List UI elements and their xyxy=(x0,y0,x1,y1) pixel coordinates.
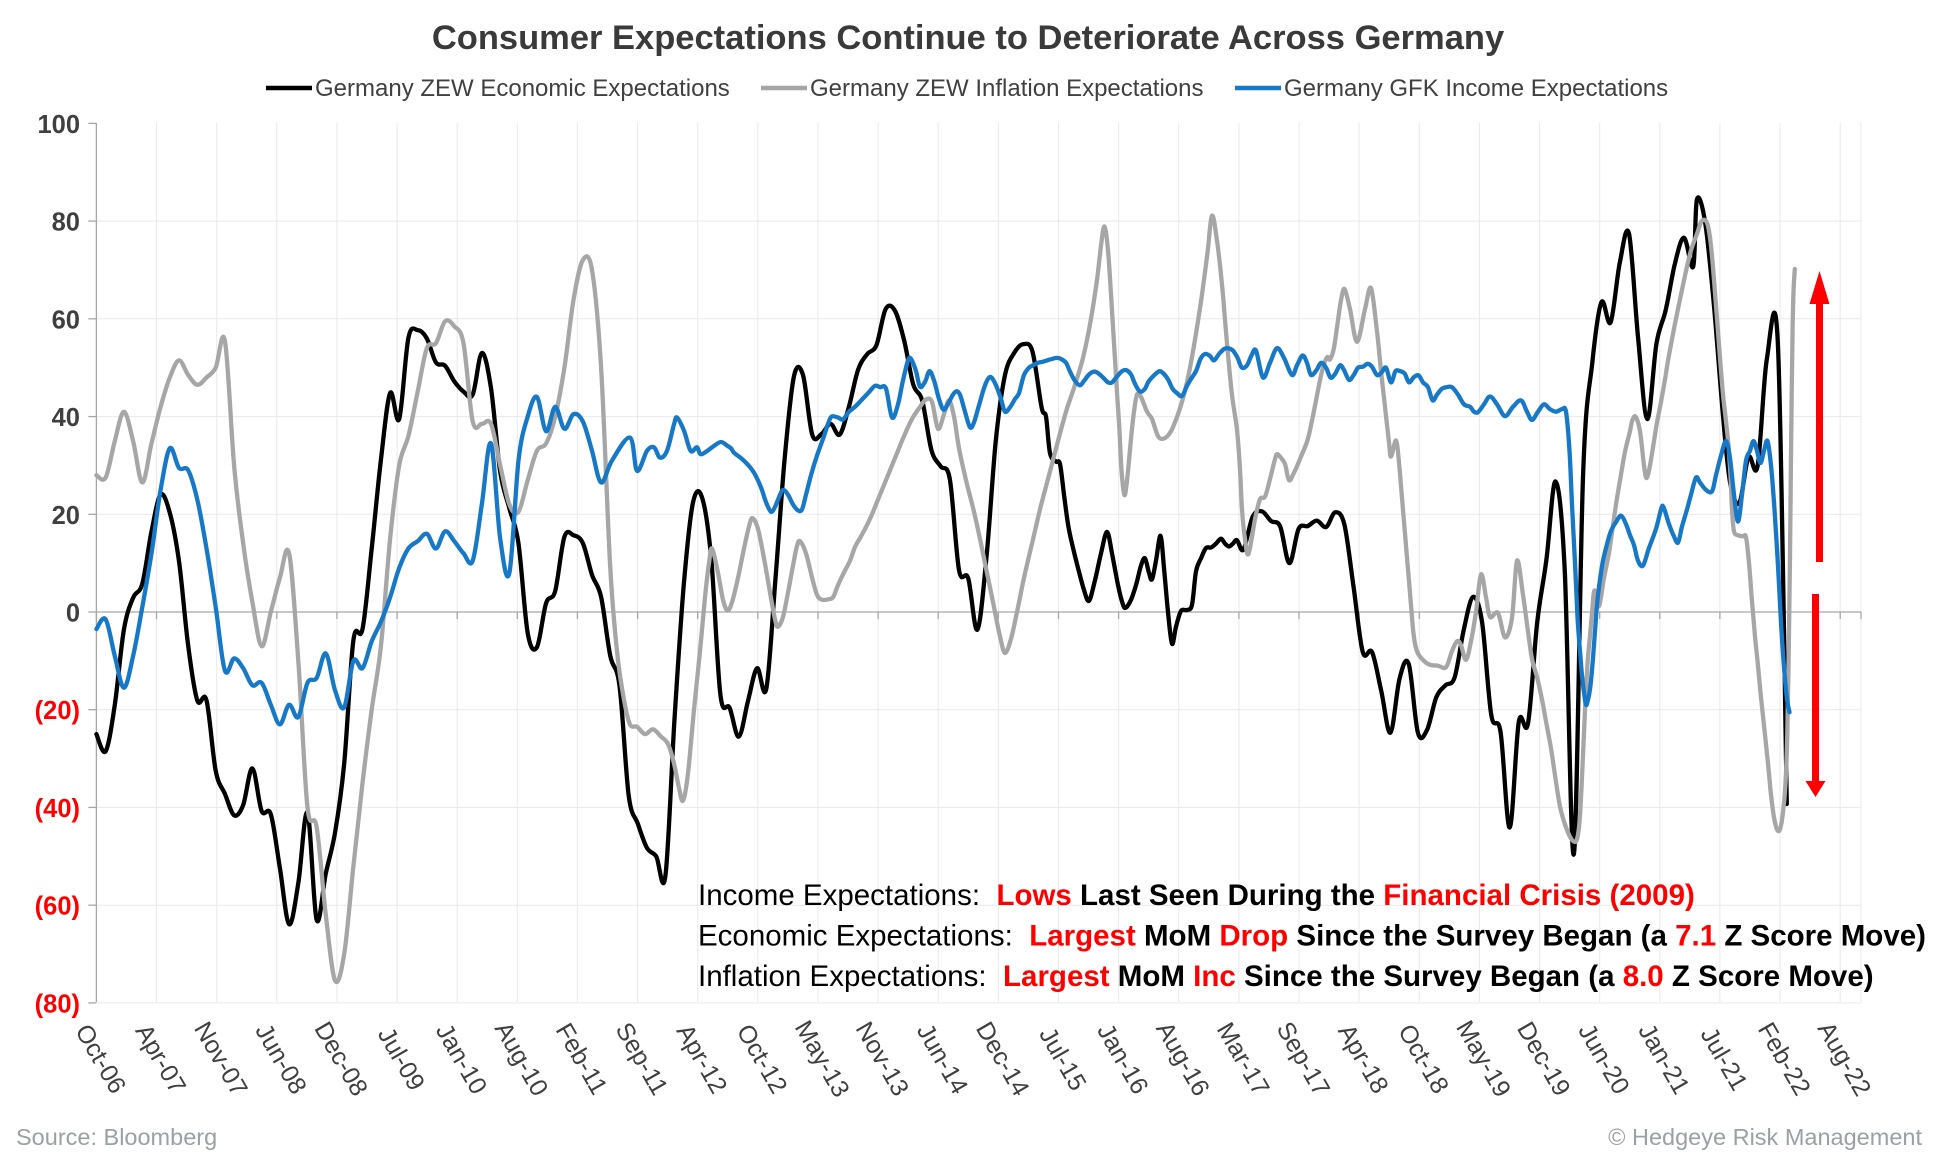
svg-text:(20): (20) xyxy=(35,697,80,725)
svg-text:40: 40 xyxy=(52,404,80,432)
svg-text:Income Expectations: Lows Las: Income Expectations: Lows Last Seen Duri… xyxy=(698,879,1695,912)
svg-text:Economic Expectations: Larges: Economic Expectations: Largest MoM Drop … xyxy=(698,920,1926,953)
svg-text:Consumer Expectations Continue: Consumer Expectations Continue to Deteri… xyxy=(432,19,1504,57)
svg-text:(60): (60) xyxy=(35,893,80,921)
svg-text:60: 60 xyxy=(52,306,80,334)
svg-text:100: 100 xyxy=(37,111,80,139)
svg-text:(40): (40) xyxy=(35,795,80,823)
svg-text:Source: Bloomberg: Source: Bloomberg xyxy=(16,1124,217,1150)
svg-text:(80): (80) xyxy=(35,990,80,1018)
svg-text:© Hedgeye Risk Management: © Hedgeye Risk Management xyxy=(1608,1124,1922,1150)
svg-text:Germany ZEW Inflation Expectat: Germany ZEW Inflation Expectations xyxy=(810,75,1204,102)
svg-text:20: 20 xyxy=(52,502,80,530)
svg-text:Inflation Expectations: Large: Inflation Expectations: Largest MoM Inc … xyxy=(698,960,1874,993)
svg-text:0: 0 xyxy=(66,600,80,628)
svg-text:Germany GFK Income Expectation: Germany GFK Income Expectations xyxy=(1284,75,1668,102)
svg-text:Germany ZEW Economic Expectati: Germany ZEW Economic Expectations xyxy=(315,75,730,102)
svg-text:80: 80 xyxy=(52,209,80,237)
